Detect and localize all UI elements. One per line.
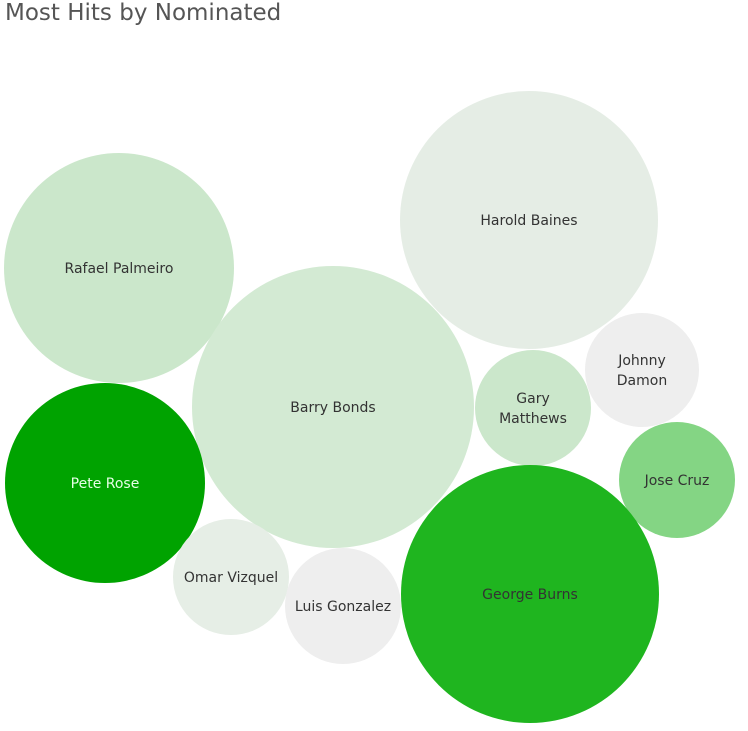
chart-title: Most Hits by Nominated bbox=[5, 0, 282, 26]
bubble-circle[interactable] bbox=[192, 266, 474, 548]
bubble-circle[interactable] bbox=[400, 91, 658, 349]
bubble-label: Omar Vizquel bbox=[184, 570, 278, 586]
bubble-label: Gary bbox=[516, 391, 549, 407]
bubble-harold-baines[interactable]: Harold Baines bbox=[400, 91, 658, 349]
bubble-circle[interactable] bbox=[285, 548, 401, 664]
bubble-johnny-damon[interactable]: Johnny Damon bbox=[585, 313, 699, 427]
bubble-circle[interactable] bbox=[585, 313, 699, 427]
bubble-circle[interactable] bbox=[5, 383, 205, 583]
bubble-label: Jose Cruz bbox=[644, 473, 710, 489]
bubble-label: Damon bbox=[617, 373, 667, 389]
bubble-pete-rose[interactable]: Pete Rose bbox=[5, 383, 205, 583]
bubble-label: Matthews bbox=[499, 411, 567, 427]
bubble-circle[interactable] bbox=[4, 153, 234, 383]
bubble-label: Johnny bbox=[617, 353, 666, 369]
bubble-label: Luis Gonzalez bbox=[295, 599, 391, 615]
bubble-label: Rafael Palmeiro bbox=[65, 261, 174, 277]
bubble-label: George Burns bbox=[482, 587, 578, 603]
bubble-label: Barry Bonds bbox=[290, 400, 375, 416]
bubble-label: Pete Rose bbox=[71, 476, 140, 492]
bubble-omar-vizquel[interactable]: Omar Vizquel bbox=[173, 519, 289, 635]
bubble-barry-bonds[interactable]: Barry Bonds bbox=[192, 266, 474, 548]
bubble-rafael-palmeiro[interactable]: Rafael Palmeiro bbox=[4, 153, 234, 383]
bubble-luis-gonzalez[interactable]: Luis Gonzalez bbox=[285, 548, 401, 664]
bubble-label: Harold Baines bbox=[480, 213, 577, 229]
bubble-gary-matthews[interactable]: Gary Matthews bbox=[475, 350, 591, 466]
bubble-circle[interactable] bbox=[173, 519, 289, 635]
bubble-george-burns[interactable]: George Burns bbox=[401, 465, 659, 723]
bubble-jose-cruz[interactable]: Jose Cruz bbox=[619, 422, 735, 538]
bubble-circle[interactable] bbox=[401, 465, 659, 723]
bubble-circle[interactable] bbox=[475, 350, 591, 466]
bubble-circle[interactable] bbox=[619, 422, 735, 538]
